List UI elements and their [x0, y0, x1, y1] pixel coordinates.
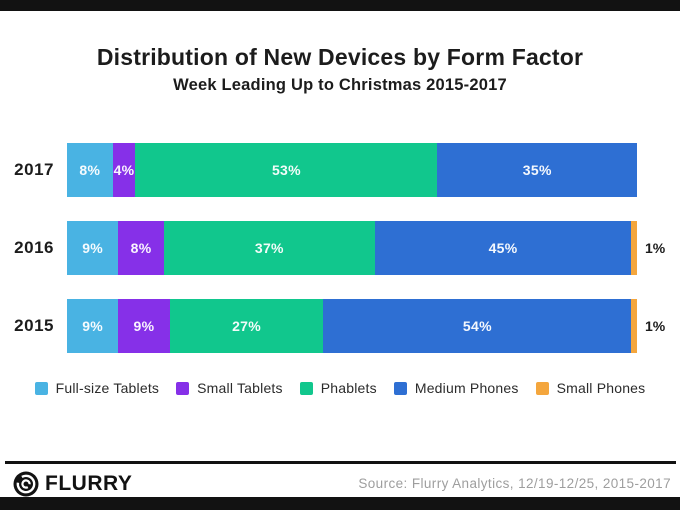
bar-segment-full-size-tablets: 8% — [67, 143, 113, 197]
segment-value-label-outside: 1% — [645, 240, 666, 256]
source-attribution: Source: Flurry Analytics, 12/19-12/25, 2… — [358, 476, 671, 491]
legend-swatch-icon — [34, 381, 48, 395]
legend-swatch-icon — [299, 381, 313, 395]
year-label: 2017 — [14, 160, 54, 179]
segment-value-label: 45% — [488, 240, 518, 256]
legend-item-medium-phones: Medium Phones — [393, 380, 519, 396]
legend-item-small-phones: Small Phones — [535, 380, 646, 396]
bar-segment-medium-phones: 35% — [437, 143, 637, 197]
bar-segment-phablets: 27% — [169, 299, 324, 353]
segment-value-label: 8% — [130, 240, 152, 256]
legend-label: Full-size Tablets — [55, 380, 160, 396]
flurry-lens-icon — [13, 471, 39, 497]
bar-segment-full-size-tablets: 9% — [67, 221, 119, 275]
chart-row-2015: 2015 1% 9% 9% 27% 54% — [0, 299, 680, 353]
stacked-bar-chart: 2017 8% 4% 53% 35% 2016 1% 9% 8% 37% 45% 2015 1% 9% 9%… — [0, 143, 680, 353]
segment-value-label: 27% — [232, 318, 261, 334]
segment-value-label: 35% — [522, 162, 552, 178]
bar-track: 1% 9% 8% 37% 45% — [67, 221, 665, 275]
segment-value-label: 9% — [133, 318, 155, 334]
year-label: 2015 — [14, 316, 54, 335]
legend-item-small-tablets: Small Tablets — [176, 380, 283, 396]
legend: Full-size Tablets Small Tablets Phablets Me… — [0, 380, 680, 396]
bar-segment-small-tablets: 8% — [118, 221, 164, 275]
legend-label: Small Tablets — [197, 380, 283, 396]
bar-segment-full-size-tablets: 9% — [67, 299, 119, 353]
legend-label: Small Phones — [556, 380, 646, 396]
flurry-logo: FLURRY — [13, 470, 132, 498]
stacked-bar: 9% 9% 27% 54% — [67, 299, 637, 353]
segment-value-label: 8% — [79, 162, 101, 178]
legend-swatch-icon — [176, 381, 190, 395]
legend-label: Phablets — [320, 380, 377, 396]
bar-segment-medium-phones: 45% — [374, 221, 632, 275]
chart-row-2016: 2016 1% 9% 8% 37% 45% — [0, 221, 680, 275]
segment-value-label: 54% — [462, 318, 492, 334]
year-label: 2016 — [14, 238, 54, 257]
bar-segment-small-phones — [631, 221, 637, 275]
bar-segment-phablets: 37% — [163, 221, 375, 275]
bar-segment-small-tablets: 9% — [118, 299, 170, 353]
stacked-bar: 8% 4% 53% 35% — [67, 143, 637, 197]
segment-value-label: 9% — [82, 240, 104, 256]
segment-value-label-outside: 1% — [645, 318, 666, 334]
bar-segment-small-tablets: 4% — [112, 143, 136, 197]
flurry-logo-text: FLURRY — [45, 472, 133, 495]
legend-swatch-icon — [535, 381, 549, 395]
bar-segment-medium-phones: 54% — [323, 299, 632, 353]
legend-item-full-size-tablets: Full-size Tablets — [34, 380, 160, 396]
chart-row-2017: 2017 8% 4% 53% 35% — [0, 143, 680, 197]
bar-segment-phablets: 53% — [135, 143, 438, 197]
stacked-bar: 9% 8% 37% 45% — [67, 221, 637, 275]
legend-item-phablets: Phablets — [299, 380, 377, 396]
top-border-bar — [0, 0, 680, 11]
bottom-border-bar — [0, 497, 680, 510]
bar-segment-small-phones — [631, 299, 637, 353]
bar-track: 8% 4% 53% 35% — [67, 143, 637, 197]
legend-label: Medium Phones — [414, 380, 519, 396]
bar-track: 1% 9% 9% 27% 54% — [67, 299, 665, 353]
chart-subtitle: Week Leading Up to Christmas 2015-2017 — [173, 76, 507, 94]
legend-swatch-icon — [393, 381, 407, 395]
footer-divider — [5, 461, 676, 464]
segment-value-label: 4% — [113, 162, 135, 178]
segment-value-label: 9% — [82, 318, 104, 334]
segment-value-label: 37% — [254, 240, 284, 256]
segment-value-label: 53% — [271, 162, 301, 178]
chart-title: Distribution of New Devices by Form Fact… — [96, 44, 584, 70]
